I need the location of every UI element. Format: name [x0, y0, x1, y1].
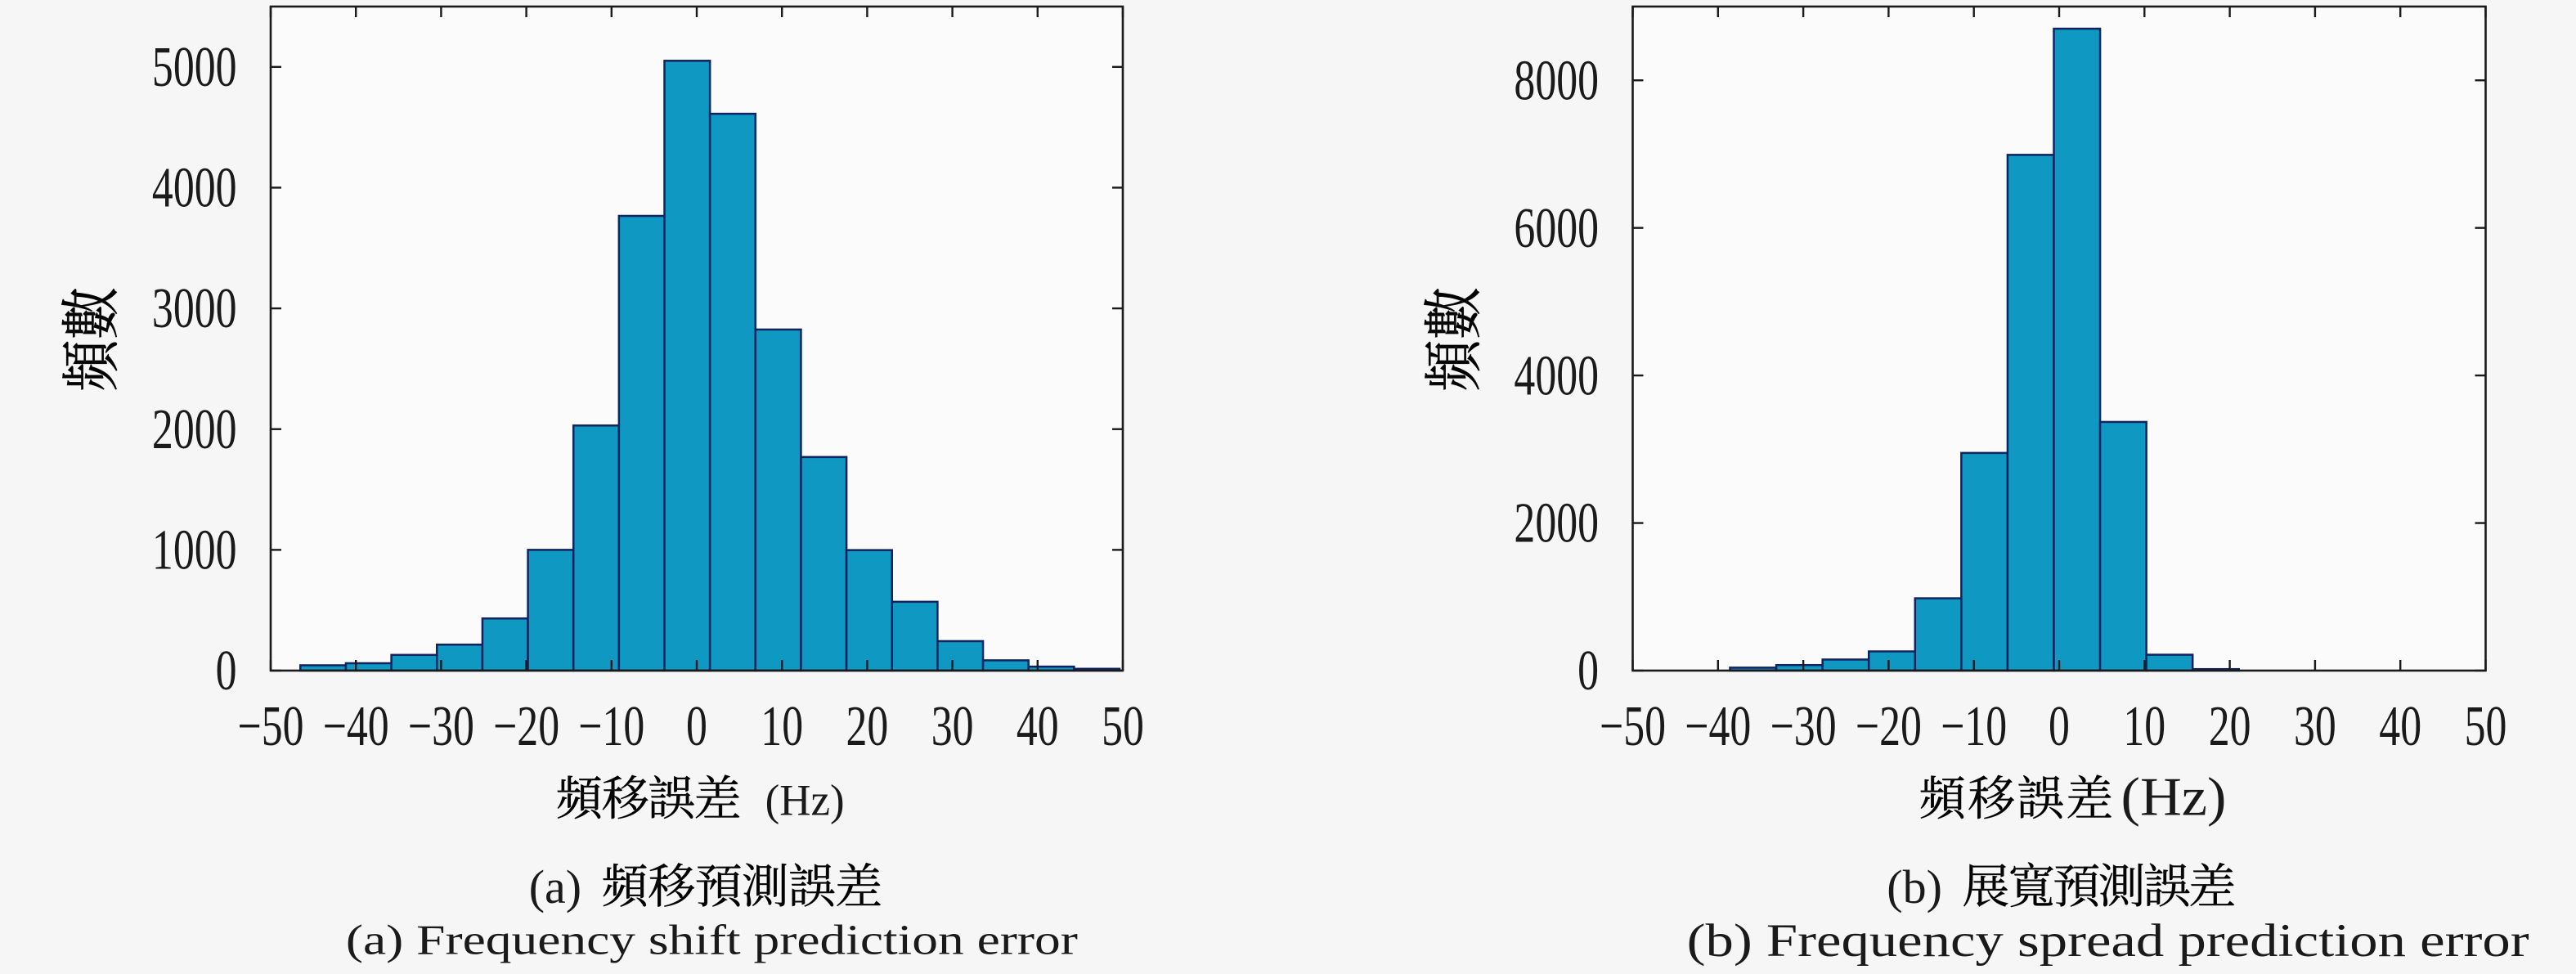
svg-text:−40: −40: [323, 695, 389, 758]
svg-text:50: 50: [1102, 695, 1144, 758]
svg-text:−30: −30: [1770, 695, 1837, 758]
svg-text:40: 40: [2379, 695, 2421, 758]
svg-text:40: 40: [1016, 695, 1059, 758]
svg-text:0: 0: [686, 695, 707, 758]
svg-text:5000: 5000: [152, 36, 237, 99]
svg-text:0: 0: [2049, 695, 2070, 758]
svg-text:−50: −50: [1600, 695, 1666, 758]
svg-text:10: 10: [761, 695, 803, 758]
svg-text:1000: 1000: [152, 518, 237, 581]
svg-text:−10: −10: [1941, 695, 2007, 758]
svg-text:(Hz): (Hz): [765, 775, 845, 825]
svg-text:(a): (a): [529, 860, 581, 913]
svg-text:−10: −10: [578, 695, 644, 758]
svg-text:0: 0: [1577, 640, 1599, 702]
svg-text:3000: 3000: [152, 277, 237, 340]
svg-text:(a) Frequency shift prediction: (a) Frequency shift prediction error: [346, 918, 1078, 964]
svg-text:10: 10: [2123, 695, 2165, 758]
svg-text:2000: 2000: [152, 397, 237, 460]
svg-text:30: 30: [931, 695, 974, 758]
svg-text:2000: 2000: [1514, 491, 1599, 554]
svg-text:20: 20: [2209, 695, 2251, 758]
svg-text:(Hz): (Hz): [2121, 767, 2227, 828]
svg-text:−30: −30: [408, 695, 474, 758]
svg-text:4000: 4000: [1514, 344, 1599, 407]
svg-text:−50: −50: [237, 695, 303, 758]
svg-text:(b) Frequency spread predictio: (b) Frequency spread prediction error: [1687, 915, 2529, 967]
svg-text:6000: 6000: [1514, 196, 1599, 259]
svg-text:20: 20: [846, 695, 889, 758]
svg-text:30: 30: [2294, 695, 2336, 758]
svg-text:−40: −40: [1685, 695, 1751, 758]
svg-text:−20: −20: [493, 695, 559, 758]
svg-text:−20: −20: [1856, 695, 1922, 758]
svg-text:0: 0: [216, 640, 237, 702]
svg-text:4000: 4000: [152, 156, 237, 219]
svg-text:(b): (b): [1887, 860, 1942, 913]
svg-text:8000: 8000: [1514, 49, 1599, 112]
svg-text:50: 50: [2465, 695, 2507, 758]
